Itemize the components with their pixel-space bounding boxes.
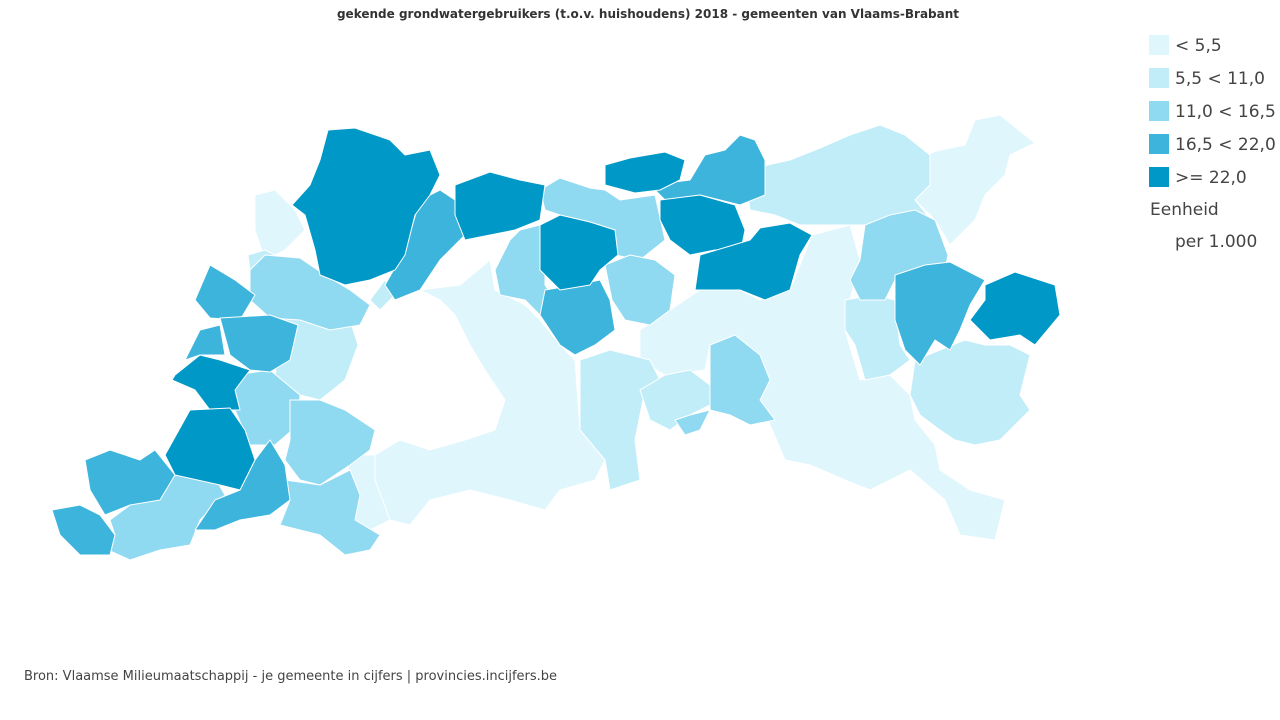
municipality xyxy=(254,189,306,261)
legend-unit: per 1.000 xyxy=(1175,232,1257,252)
municipality xyxy=(969,271,1061,346)
legend: < 5,5 5,5 < 11,0 11,0 < 16,5 16,5 < 22,0 >= … xyxy=(1149,35,1276,188)
source-note: Bron: Vlaamse Milieumaatschappij - je ge… xyxy=(24,669,557,684)
legend-swatch xyxy=(1149,68,1169,88)
legend-swatch xyxy=(1149,167,1169,187)
legend-label: < 5,5 xyxy=(1175,36,1222,56)
municipality xyxy=(194,264,256,321)
municipality xyxy=(539,214,619,291)
legend-swatch xyxy=(1149,134,1169,154)
municipality xyxy=(674,409,711,436)
municipality xyxy=(454,171,546,241)
legend-unit-title: Eenheid xyxy=(1150,200,1219,220)
municipality xyxy=(219,314,299,373)
municipality xyxy=(234,369,301,446)
municipality xyxy=(894,261,986,366)
municipality xyxy=(51,504,116,556)
municipality xyxy=(184,324,226,361)
map xyxy=(51,114,1061,561)
legend-label: 16,5 < 22,0 xyxy=(1175,135,1276,155)
municipality xyxy=(279,469,381,556)
legend-label: >= 22,0 xyxy=(1175,168,1247,188)
municipality xyxy=(579,349,661,491)
municipality xyxy=(84,449,176,516)
legend-swatch xyxy=(1149,101,1169,121)
map-title: gekende grondwatergebruikers (t.o.v. hui… xyxy=(337,7,959,21)
municipality xyxy=(694,222,813,301)
municipality xyxy=(909,339,1031,446)
legend-label: 11,0 < 16,5 xyxy=(1175,102,1276,122)
municipality xyxy=(284,399,376,486)
municipality xyxy=(744,124,936,226)
municipality xyxy=(291,127,441,286)
municipality xyxy=(709,334,776,426)
municipality xyxy=(604,151,686,194)
legend-swatch xyxy=(1149,35,1169,55)
municipality xyxy=(909,114,1036,246)
legend-label: 5,5 < 11,0 xyxy=(1175,69,1265,89)
municipality xyxy=(374,259,606,526)
municipality xyxy=(604,254,676,326)
municipality xyxy=(171,354,251,411)
municipality xyxy=(164,407,256,491)
